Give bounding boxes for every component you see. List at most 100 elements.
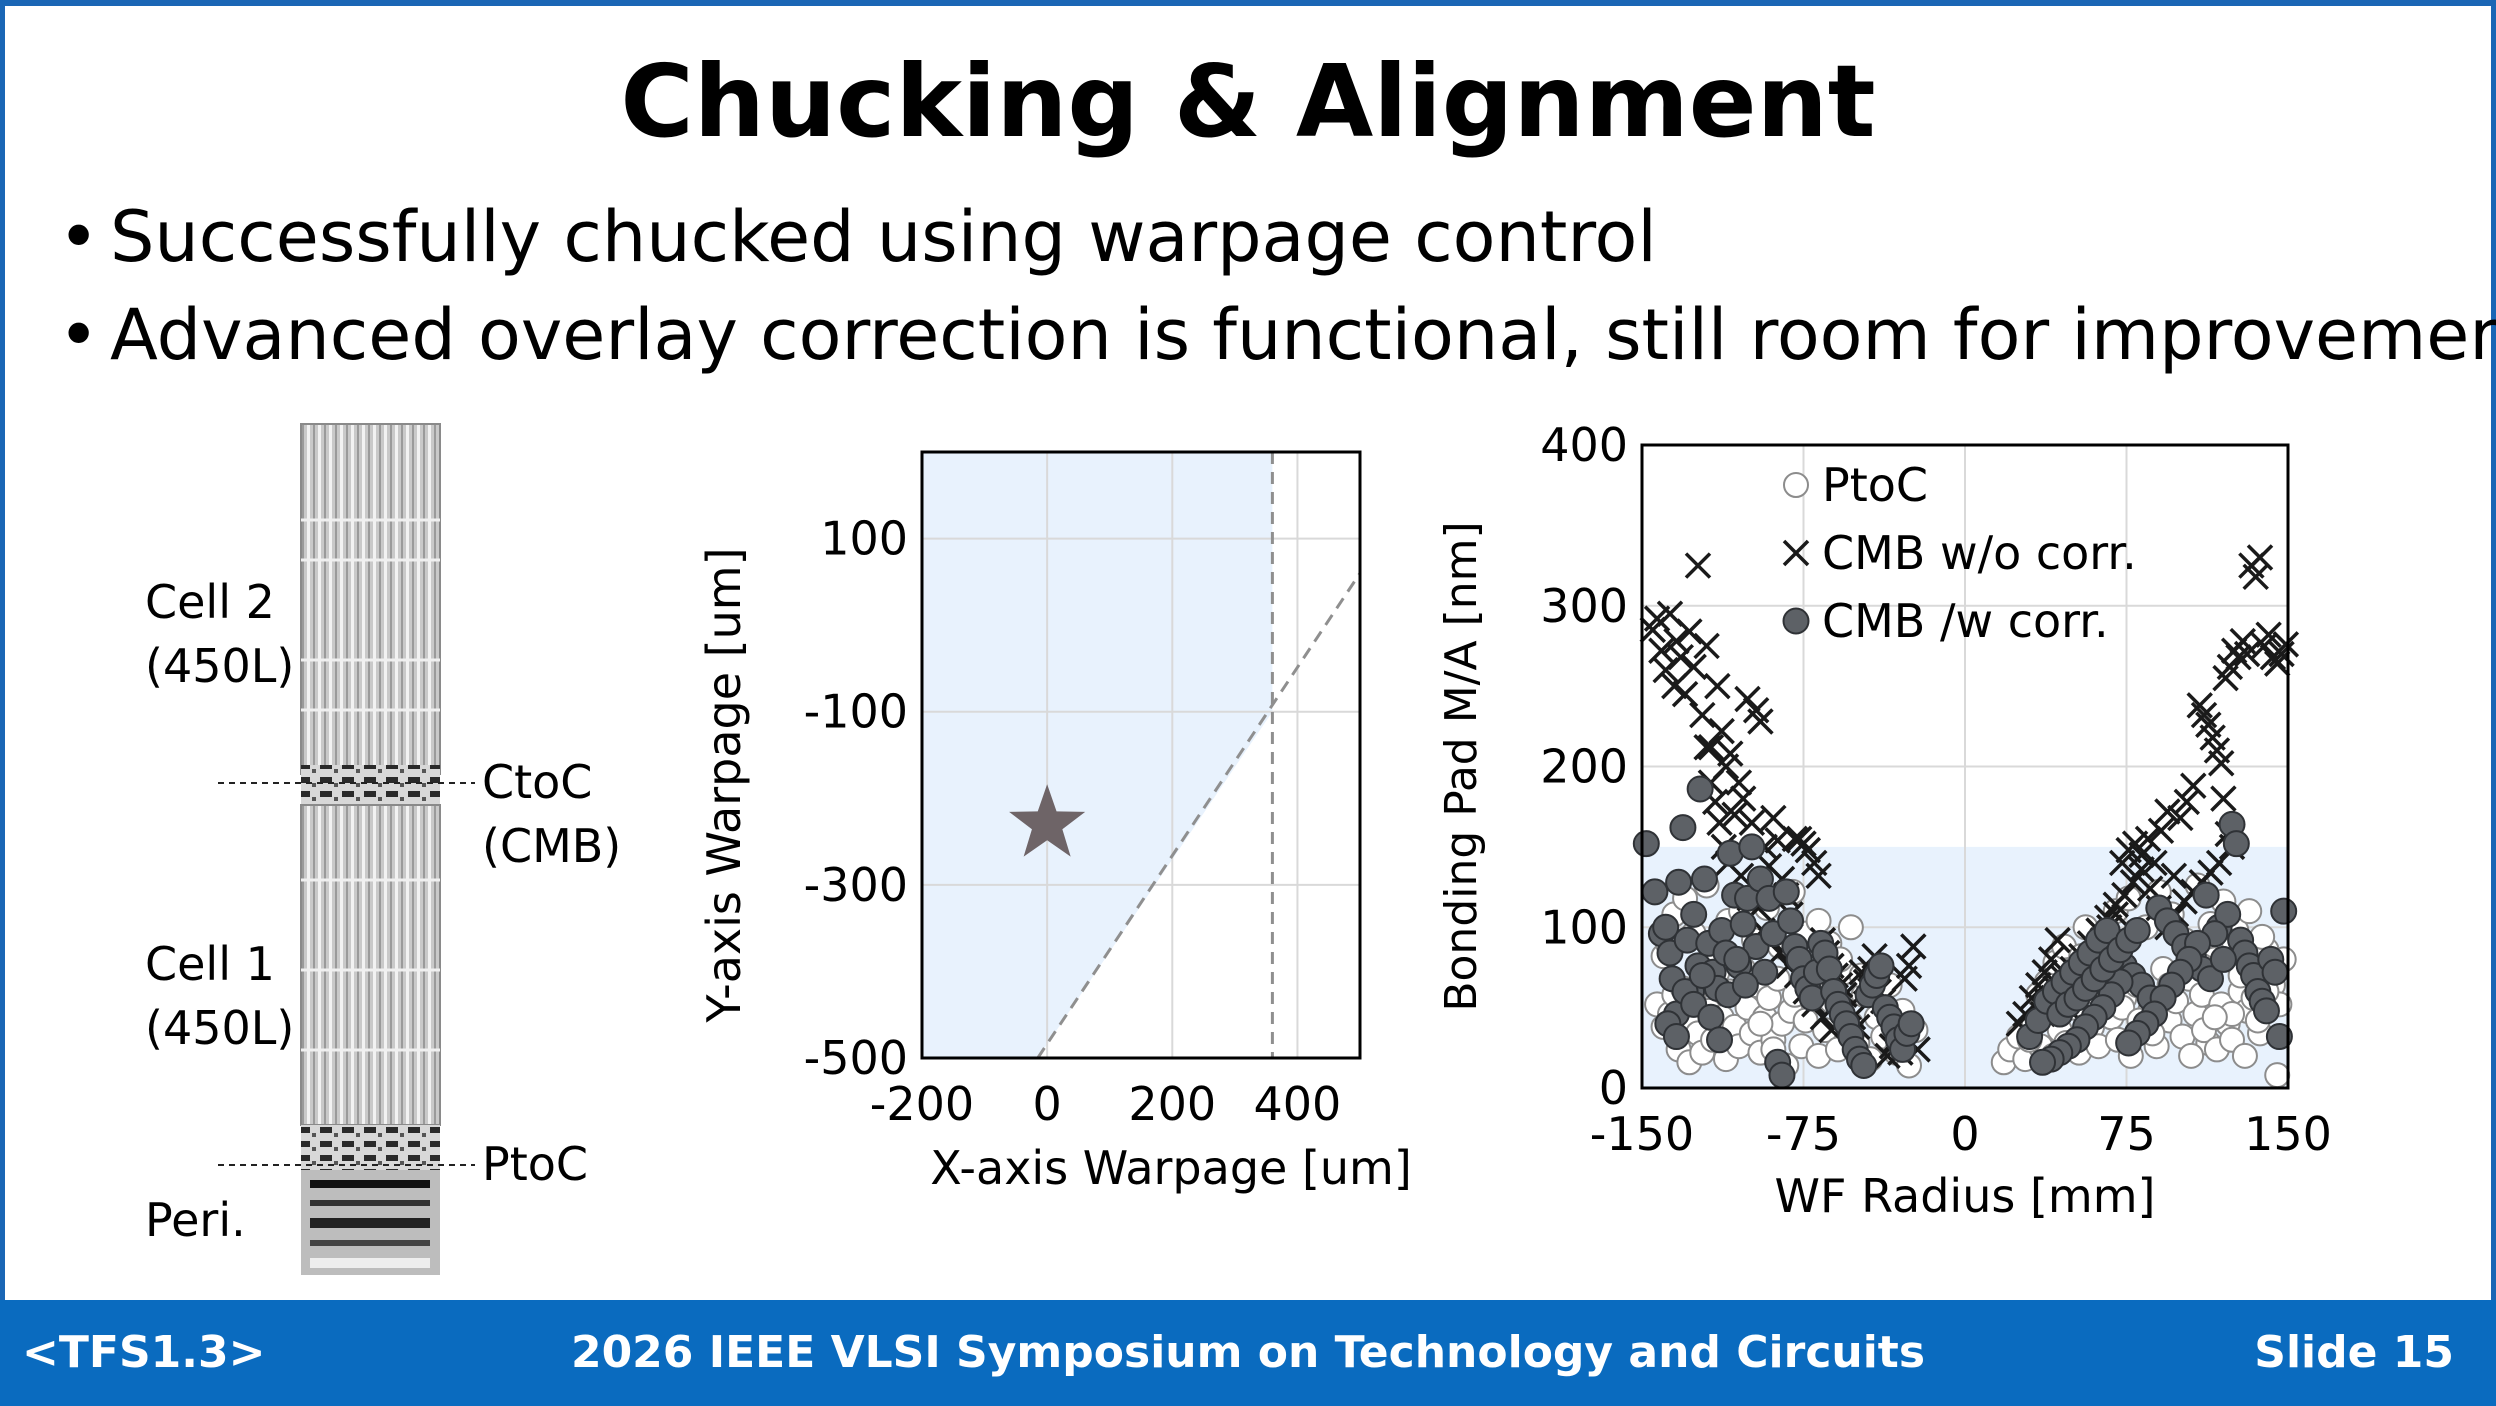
cmb-corrected-point xyxy=(1815,955,1843,983)
bullet-dot-icon: • xyxy=(58,294,100,376)
cmb-corrected-point xyxy=(1697,1003,1725,1031)
misalignment-chart: -150 -75 0 75 150 0 100 200 300 400 PtoC CMB w/o c… xyxy=(1440,418,2332,1223)
cmb-corrected-point xyxy=(1688,961,1716,989)
cmb-corrected-point xyxy=(1665,868,1693,896)
cmb-uncorrected-point xyxy=(1671,680,1699,708)
x-tick-label: -150 xyxy=(1590,1107,1694,1161)
cmb-label: (CMB) xyxy=(482,819,621,873)
cmb-corrected-point xyxy=(1738,833,1766,861)
cmb-uncorrected-point xyxy=(2108,849,2136,877)
legend-label: PtoC xyxy=(1822,458,1928,512)
x-tick-label: 200 xyxy=(1128,1077,1216,1131)
conference-name: 2026 IEEE VLSI Symposium on Technology a… xyxy=(570,1327,1926,1378)
cmb-uncorrected-point xyxy=(2210,785,2237,812)
cmb-uncorrected-point xyxy=(2167,804,2194,832)
cmb-corrected-point xyxy=(1731,971,1759,999)
cmb-uncorrected-point xyxy=(2102,891,2129,918)
cmb-uncorrected-point xyxy=(1667,643,1694,671)
cmb-uncorrected-point xyxy=(2147,817,2175,845)
cmb-uncorrected-point xyxy=(1706,809,1733,836)
warpage-plot-area xyxy=(920,450,1362,1060)
cmb-uncorrected-point xyxy=(2190,701,2218,729)
cmb-uncorrected-point xyxy=(2160,862,2188,890)
cmb-uncorrected-point xyxy=(1684,552,1712,579)
bullet-dot-icon: • xyxy=(58,196,100,278)
slide-number: Slide 15 xyxy=(2254,1327,2454,1378)
cmb-corrected-point xyxy=(1751,958,1779,986)
y-tick-label: 400 xyxy=(1540,418,1628,472)
cmb-uncorrected-point xyxy=(1805,862,1832,890)
cmb-corrected-point xyxy=(2209,945,2237,973)
cmb-uncorrected-point xyxy=(2246,544,2274,571)
cmb-uncorrected-point xyxy=(2119,869,2147,896)
warpage-star-point xyxy=(1009,784,1086,857)
x-tick-label: -200 xyxy=(870,1077,974,1131)
cmb-uncorrected-point xyxy=(2173,788,2201,816)
cmb-uncorrected-point xyxy=(2208,750,2235,777)
cmb-uncorrected-point xyxy=(2154,798,2181,825)
y-tick-label: -500 xyxy=(804,1031,908,1085)
y-tick-label: -300 xyxy=(804,858,908,912)
cmb-uncorrected-point xyxy=(2255,621,2282,648)
cmb-corrected-point xyxy=(1686,775,1714,803)
slide-title: Chucking & Alignment xyxy=(620,43,1876,160)
warpage-y-axis-label: Y-axis Warpage [um] xyxy=(697,547,751,1023)
cmb-corrected-point xyxy=(1729,910,1757,938)
misalignment-x-axis-label: WF Radius [mm] xyxy=(1775,1169,2156,1223)
cmb-uncorrected-point xyxy=(2233,640,2261,668)
cmb-uncorrected-point xyxy=(2272,631,2300,658)
cmb-uncorrected-point xyxy=(1680,653,1707,681)
ctoc-label: CtoC xyxy=(482,755,592,809)
cmb-uncorrected-point xyxy=(2044,926,2071,954)
legend-marker xyxy=(1783,472,1809,498)
cmb-corrected-point xyxy=(2214,900,2242,928)
cmb-corrected-point xyxy=(1690,865,1718,893)
legend-marker xyxy=(1782,539,1810,567)
cmb-corrected-point xyxy=(2261,958,2289,986)
cmb-uncorrected-point xyxy=(1689,701,1716,729)
cmb-corrected-point xyxy=(1680,900,1708,928)
cmb-corrected-point xyxy=(2270,897,2298,925)
cell2-layers-label: (450L) xyxy=(145,639,294,693)
cmb-corrected-point xyxy=(1632,830,1660,858)
y-tick-label: -100 xyxy=(804,685,908,739)
ptoc-point xyxy=(2264,1062,2291,1089)
cmb-uncorrected-point xyxy=(2225,643,2252,671)
misalignment-legend: PtoC CMB w/o corr. CMB /w corr. xyxy=(1782,458,2137,648)
cmb-corrected-point xyxy=(1662,1023,1690,1051)
cmb-corrected-point xyxy=(1897,1010,1925,1038)
cross-section-figure: Cell 2 (450L) CtoC (CMB) Cell 1 (450L) P… xyxy=(145,423,621,1275)
ptoc-point xyxy=(2236,898,2263,925)
cell1-label: Cell 1 xyxy=(145,937,275,991)
ptoc-label: PtoC xyxy=(482,1137,588,1191)
cmb-corrected-point xyxy=(1669,814,1697,842)
cmb-uncorrected-point xyxy=(2171,888,2198,915)
warpage-x-axis-label: X-axis Warpage [um] xyxy=(930,1141,1412,1195)
x-tick-label: -75 xyxy=(1766,1107,1841,1161)
cmb-corrected-point xyxy=(2196,965,2224,993)
cmb-uncorrected-point xyxy=(2037,946,2065,973)
cmb-uncorrected-point xyxy=(1734,685,1761,713)
y-tick-label: 100 xyxy=(1540,900,1628,954)
cmb-corrected-point xyxy=(1772,878,1800,906)
bullet-text: Successfully chucked using warpage contr… xyxy=(110,196,1657,278)
cmb-uncorrected-point xyxy=(1900,933,1927,960)
misalignment-plot-area xyxy=(1640,443,2290,1090)
cmb-corrected-point xyxy=(1768,1061,1796,1089)
cmb-corrected-point xyxy=(1641,878,1669,906)
cmb-corrected-point xyxy=(1652,913,1680,941)
cmb-uncorrected-point xyxy=(2134,825,2162,853)
x-tick-label: 150 xyxy=(2244,1107,2332,1161)
session-code: <TFS1.3> xyxy=(22,1327,266,1378)
ptoc-point xyxy=(2201,1004,2228,1031)
cmb-uncorrected-point xyxy=(1794,836,1822,864)
cmb-corrected-point xyxy=(1723,945,1751,973)
cmb-uncorrected-point xyxy=(1693,733,1720,761)
cmb-uncorrected-point xyxy=(1760,804,1787,832)
warpage-chart: -200 0 200 400 100 -100 -300 -500 X-axis Warpag… xyxy=(697,450,1412,1195)
cmb-uncorrected-point xyxy=(1747,708,1774,735)
cmb-corrected-point xyxy=(2252,997,2280,1025)
cmb-uncorrected-point xyxy=(1697,733,1725,761)
footer-bar: <TFS1.3> 2026 IEEE VLSI Symposium on Tec… xyxy=(0,1300,2496,1406)
